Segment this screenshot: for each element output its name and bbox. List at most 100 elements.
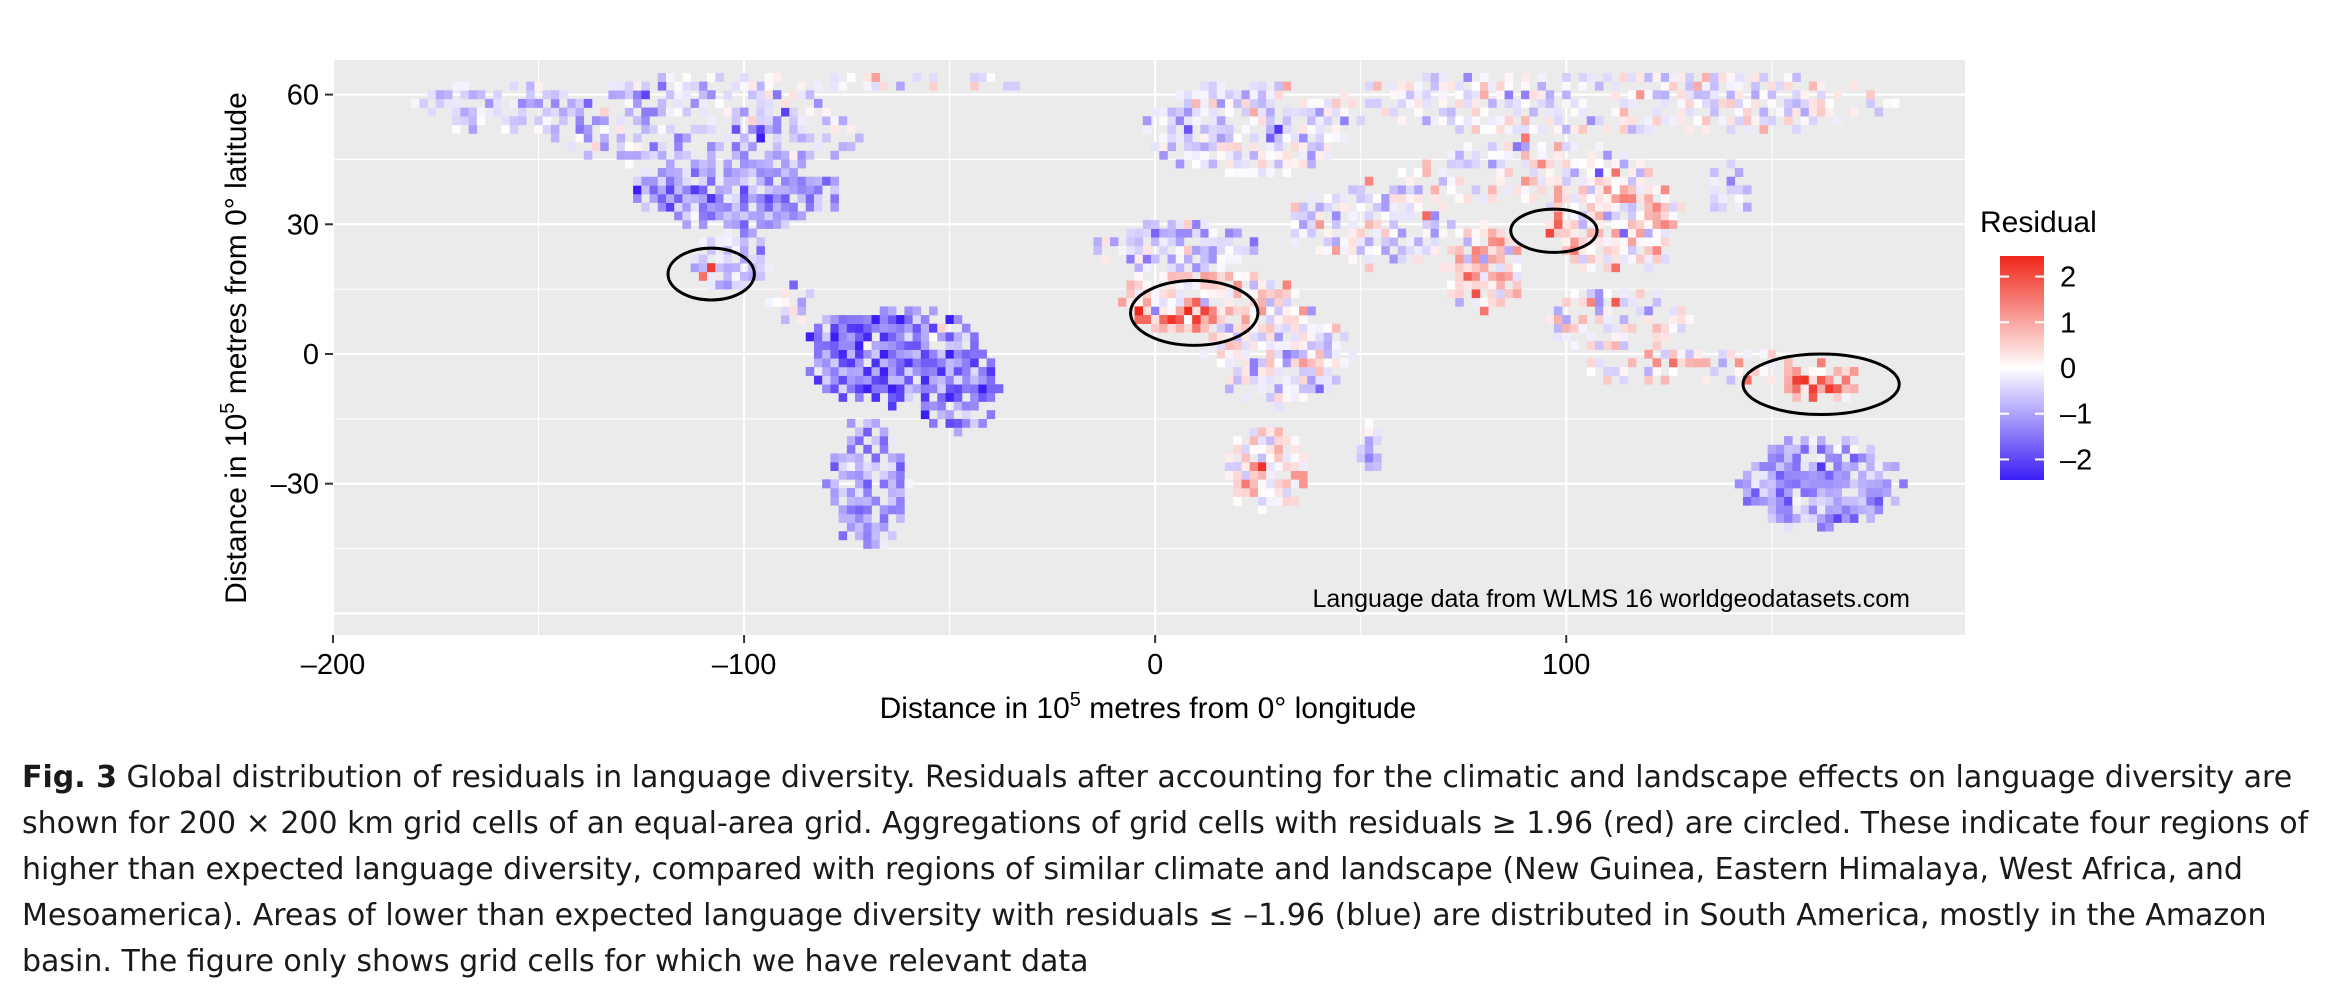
- grid-cell: [1570, 168, 1579, 178]
- grid-cell: [1225, 349, 1234, 359]
- grid-cell: [723, 271, 733, 281]
- grid-cell: [1825, 496, 1834, 506]
- grid-cell: [1562, 124, 1571, 134]
- grid-cell: [1537, 90, 1546, 100]
- grid-cell: [822, 479, 831, 489]
- grid-cell: [789, 280, 798, 290]
- grid-cell: [1611, 219, 1620, 229]
- grid-cell: [534, 116, 543, 126]
- grid-cell: [1175, 271, 1185, 281]
- grid-cell: [1529, 176, 1538, 186]
- grid-cell: [1216, 116, 1226, 126]
- grid-cell: [1348, 185, 1357, 195]
- grid-cell: [583, 150, 593, 160]
- grid-cell: [1282, 289, 1292, 299]
- grid-cell: [953, 384, 963, 394]
- grid-cell: [887, 306, 897, 316]
- grid-cell: [1249, 315, 1259, 325]
- grid-cell: [1636, 159, 1645, 169]
- grid-cell: [1397, 98, 1407, 108]
- grid-cell: [1216, 124, 1226, 134]
- grid-cell: [756, 254, 765, 264]
- grid-cell: [1151, 297, 1160, 307]
- grid-cell: [1397, 211, 1407, 221]
- grid-cell: [1249, 306, 1259, 316]
- grid-cell: [1364, 176, 1374, 186]
- grid-cell: [624, 98, 634, 108]
- grid-cell: [665, 124, 675, 134]
- grid-cell: [904, 341, 913, 350]
- grid-cell: [707, 211, 716, 221]
- grid-cell: [1249, 341, 1259, 350]
- grid-cell: [674, 98, 683, 108]
- grid-cell: [501, 124, 511, 134]
- grid-cell: [764, 116, 774, 126]
- grid-cell: [1619, 72, 1629, 82]
- grid-cell: [460, 107, 469, 117]
- grid-cell: [896, 505, 905, 515]
- grid-cell: [1389, 81, 1399, 91]
- grid-cell: [1175, 263, 1185, 273]
- grid-cell: [1225, 453, 1234, 463]
- grid-cell: [1389, 211, 1399, 221]
- grid-cell: [1142, 124, 1152, 134]
- grid-cell: [838, 81, 848, 91]
- grid-cell: [756, 176, 765, 186]
- grid-cell: [871, 341, 881, 350]
- grid-cell: [1693, 90, 1703, 100]
- grid-cell: [748, 90, 757, 100]
- grid-cell: [863, 366, 872, 376]
- grid-cell: [1603, 263, 1612, 273]
- grid-cell: [1471, 237, 1481, 247]
- grid-cell: [1216, 81, 1226, 91]
- grid-cell: [1266, 453, 1275, 463]
- grid-cell: [1611, 254, 1620, 264]
- grid-cell: [1553, 142, 1563, 152]
- grid-cell: [1504, 237, 1514, 247]
- grid-cell: [1241, 323, 1251, 333]
- grid-cell: [813, 185, 823, 195]
- grid-cell: [1545, 168, 1555, 178]
- grid-cell: [600, 124, 609, 134]
- grid-cell: [1586, 72, 1596, 82]
- grid-cell: [1315, 219, 1325, 229]
- grid-cell: [1529, 124, 1538, 134]
- grid-cell: [1299, 211, 1308, 221]
- grid-cell: [855, 488, 864, 497]
- grid-cell: [1504, 116, 1514, 126]
- grid-cell: [764, 90, 774, 100]
- grid-cell: [698, 202, 708, 212]
- grid-cell: [1249, 375, 1259, 385]
- grid-cell: [871, 72, 881, 82]
- grid-cell: [1537, 124, 1546, 134]
- grid-cell: [846, 384, 856, 394]
- grid-cell: [633, 90, 642, 100]
- grid-cell: [953, 418, 963, 428]
- grid-cell: [1430, 219, 1440, 229]
- grid-cell: [1833, 116, 1842, 126]
- grid-cell: [871, 349, 881, 359]
- grid-cell: [1669, 323, 1678, 333]
- grid-cell: [731, 107, 741, 117]
- grid-cell: [937, 392, 946, 402]
- grid-cell: [674, 185, 683, 195]
- grid-cell: [1701, 124, 1711, 134]
- grid-cell: [1767, 375, 1777, 385]
- grid-cell: [1249, 133, 1259, 143]
- grid-cell: [1200, 263, 1209, 273]
- grid-cell: [1619, 315, 1629, 325]
- grid-cell: [1455, 254, 1464, 264]
- grid-cell: [1726, 185, 1736, 195]
- grid-cell: [567, 98, 576, 108]
- grid-cell: [1849, 513, 1859, 523]
- grid-cell: [1882, 479, 1892, 489]
- grid-cell: [1775, 479, 1785, 489]
- grid-cell: [624, 90, 634, 100]
- grid-cell: [1669, 81, 1678, 91]
- grid-cell: [1315, 124, 1325, 134]
- grid-cell: [1743, 107, 1752, 117]
- grid-cell: [879, 341, 889, 350]
- grid-cell: [1743, 470, 1752, 480]
- grid-cell: [1627, 358, 1637, 368]
- grid-cell: [1784, 522, 1793, 532]
